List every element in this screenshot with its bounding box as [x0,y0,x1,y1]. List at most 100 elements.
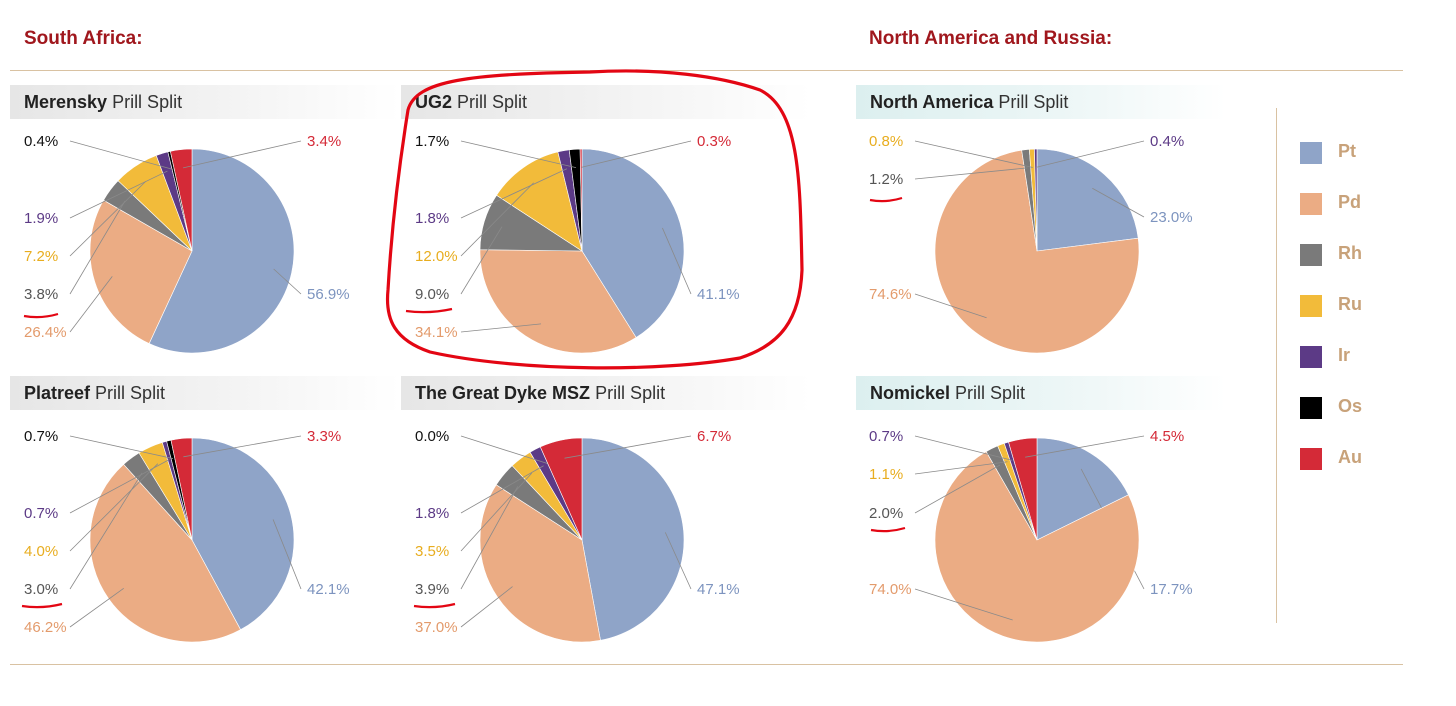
data-label-5-pd: 74.0% [869,581,912,598]
legend-label-os: Os [1338,396,1363,416]
leader-line-4-au [564,435,692,459]
data-label-3-au: 3.3% [307,428,341,445]
red-underline-0 [23,312,59,319]
data-label-4-ru: 3.5% [415,543,449,560]
leader-line-4-pd [460,586,513,628]
red-underline-2 [869,196,903,203]
leader-line-3-rh [69,472,143,590]
leader-line-1-au [581,140,692,168]
leader-line-1-ir [460,168,568,219]
bottom-divider [10,664,1403,665]
data-label-3-rh: 3.0% [24,581,58,598]
data-label-2-pd: 74.6% [869,286,912,303]
data-label-3-ru: 4.0% [24,543,58,560]
legend-item-pt: Pt [1300,140,1390,164]
data-label-0-pt: 56.9% [307,286,350,303]
legend-label-ru: Ru [1338,294,1362,314]
pie-slice-3-au [170,437,193,541]
data-label-4-pt: 47.1% [697,581,740,598]
legend-swatch-pd [1300,193,1322,215]
region-title-south-africa: South Africa: [24,28,143,49]
legend-label-pt: Pt [1338,141,1356,161]
pie-slice-5-au [1008,437,1038,541]
leader-line-3-pt [272,519,302,590]
panel-header-great-dyke: The Great Dyke MSZ Prill Split [401,376,811,410]
legend-swatch-pt [1300,142,1322,164]
legend-swatch-ir [1300,346,1322,368]
legend-label-ir: Ir [1338,345,1351,365]
pie-slice-1-au [579,148,583,252]
leader-line-3-pd [69,587,124,628]
data-label-1-ru: 12.0% [415,248,458,265]
region-title-north-america: North America and Russia: [869,28,1113,49]
data-label-4-au: 6.7% [697,428,731,445]
leader-line-4-pt [664,532,692,590]
data-label-0-rh: 3.8% [24,286,58,303]
red-underline-1 [405,307,453,314]
panel-header-platreef: Platreef Prill Split [10,376,400,410]
data-label-3-os: 0.7% [24,428,58,445]
pie-slice-4-pt [581,437,685,641]
leader-line-4-ir [460,465,544,514]
leader-line-2-ru [914,140,1033,168]
data-label-0-pd: 26.4% [24,324,67,341]
legend-item-ir: Ir [1300,344,1390,368]
highlight-circle-ug2 [385,69,804,370]
red-underline-4 [413,602,456,609]
pie-slice-4-pd [479,484,601,643]
panel-header-north-america: North America Prill Split [856,85,1226,119]
data-label-4-rh: 3.9% [415,581,449,598]
leader-line-2-pd [914,293,987,319]
pie-slice-2-pd [934,149,1140,354]
leader-line-0-rh [69,200,126,295]
legend-swatch-au [1300,448,1322,470]
pie-slice-1-pd [479,249,637,354]
data-label-4-os: 0.0% [415,428,449,445]
data-label-1-rh: 9.0% [415,286,449,303]
data-label-2-ir: 0.4% [1150,133,1184,150]
pie-slice-2-ir [1034,148,1038,252]
legend-item-pd: Pd [1300,191,1390,215]
leader-line-3-ir [69,459,170,514]
pie-slice-2-pt [1036,148,1139,252]
legend-swatch-rh [1300,244,1322,266]
pie-slice-1-ru [496,151,583,252]
data-label-2-ru: 0.8% [869,133,903,150]
data-label-1-au: 0.3% [697,133,731,150]
panel-header-ug2: UG2 Prill Split [401,85,811,119]
legend-item-au: Au [1300,446,1390,470]
leader-line-3-os [69,435,174,459]
leader-line-1-rh [460,226,503,295]
leader-line-0-pd [69,276,113,333]
panel-header-merensky: Merensky Prill Split [10,85,400,119]
leader-line-3-au [183,435,302,458]
data-label-5-ru: 1.1% [869,466,903,483]
leader-line-1-ru [460,182,534,257]
leader-line-3-ru [69,463,159,552]
leader-line-1-pd [460,323,542,333]
data-label-4-ir: 1.8% [415,505,449,522]
data-label-3-ir: 0.7% [24,505,58,522]
pie-slice-3-pt [191,437,295,631]
leader-line-1-os [460,140,577,168]
leader-line-4-ru [460,472,533,552]
panel-header-nomickel: Nomickel Prill Split [856,376,1226,410]
legend-label-pd: Pd [1338,192,1362,212]
red-underline-3 [21,602,63,609]
legend-item-rh: Rh [1300,242,1390,266]
leader-line-0-pt [273,268,302,295]
data-label-1-pt: 41.1% [697,286,740,303]
data-label-1-ir: 1.8% [415,210,449,227]
leader-line-1-pt [662,227,692,295]
legend-item-ru: Ru [1300,293,1390,317]
leader-line-2-ir [1035,140,1145,168]
data-label-4-pd: 37.0% [415,619,458,636]
leader-line-2-rh [914,167,1028,180]
leader-line-4-os [460,435,548,465]
leader-line-0-ru [69,180,147,257]
data-label-1-pd: 34.1% [415,324,458,341]
data-label-2-rh: 1.2% [869,171,903,188]
pie-slice-4-au [539,437,583,541]
data-label-0-au: 3.4% [307,133,341,150]
